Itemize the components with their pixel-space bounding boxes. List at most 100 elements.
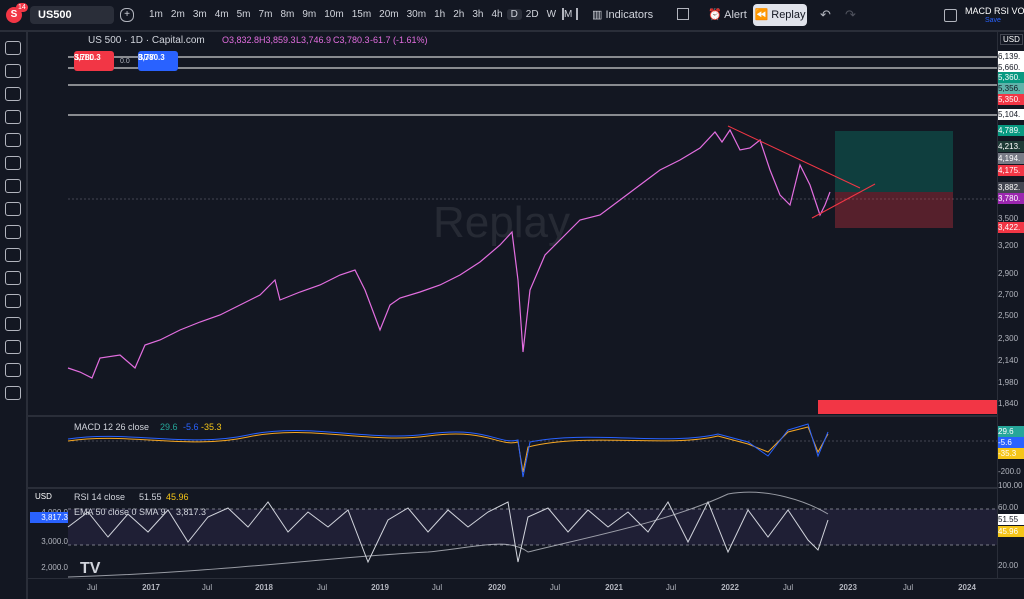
- timeframe[interactable]: W: [546, 9, 557, 20]
- tool-icon[interactable]: [5, 340, 21, 354]
- time-label: Jul: [431, 583, 443, 592]
- tool-icon[interactable]: [5, 225, 21, 239]
- sell-button[interactable]: 3,780.3 SELL: [74, 51, 114, 71]
- rsi-line: [67, 500, 829, 564]
- timeframe[interactable]: 5m: [236, 9, 251, 20]
- price-axis: [997, 32, 1024, 578]
- time-label: Jul: [902, 583, 914, 592]
- axis-label: 3,000.0: [41, 537, 68, 546]
- timeframe[interactable]: 30m: [406, 9, 427, 20]
- axis-label: 45.96: [998, 526, 1024, 537]
- undo-button[interactable]: ↶: [820, 7, 831, 22]
- tool-icon[interactable]: [5, 133, 21, 147]
- replay-button[interactable]: ⏪ Replay: [753, 4, 807, 26]
- macd-hist-value: -35.3: [201, 422, 222, 432]
- axis-label: 4,194.: [998, 153, 1024, 164]
- ema-label: EMA 50 close 0 SMA 9: [74, 507, 166, 517]
- tool-icon[interactable]: [5, 110, 21, 124]
- tool-icon[interactable]: [5, 248, 21, 262]
- time-label: 2021: [605, 583, 623, 592]
- timeframe[interactable]: 1m: [149, 9, 163, 20]
- price-series: [67, 128, 831, 379]
- timeframe[interactable]: 4m: [214, 9, 229, 20]
- legend-title: US 500 · 1D · Capital.com: [88, 35, 205, 46]
- time-label: Jul: [782, 583, 794, 592]
- badge: 14: [16, 3, 28, 12]
- timeframe[interactable]: 4h: [491, 9, 503, 20]
- timeframe[interactable]: M: [564, 9, 573, 20]
- axis-label: 3,422.: [998, 222, 1024, 233]
- legend-high: H3,859.3: [259, 35, 296, 45]
- tool-icon[interactable]: [5, 294, 21, 308]
- symbol-search[interactable]: US500: [30, 6, 114, 24]
- axis-label: 1,980: [998, 378, 1019, 387]
- rsi-band: [68, 509, 997, 545]
- timeframe[interactable]: 15m: [351, 9, 372, 20]
- layout-name[interactable]: MACD RSI VOL: [965, 6, 1024, 16]
- tool-icon[interactable]: [5, 41, 21, 55]
- buy-button[interactable]: 3,780.3 BUY: [138, 51, 178, 71]
- indicators-text: Indicators: [605, 9, 654, 21]
- buy-label: BUY: [138, 53, 155, 62]
- target-zone: [835, 131, 953, 192]
- timeframe[interactable]: 20m: [379, 9, 399, 20]
- timeframe[interactable]: 2m: [170, 9, 185, 20]
- time-label: 2018: [255, 583, 273, 592]
- axis-label: 3,882.: [998, 182, 1024, 193]
- timeframe[interactable]: 3m: [192, 9, 207, 20]
- timeframe[interactable]: D: [506, 9, 522, 20]
- tool-icon[interactable]: [5, 271, 21, 285]
- tool-icon[interactable]: [5, 386, 21, 400]
- macd-signal: [67, 426, 829, 473]
- axis-label: 5,360.: [998, 72, 1024, 83]
- timeframe[interactable]: 8m: [280, 9, 295, 20]
- buy-price: 3,780.3: [138, 53, 165, 62]
- templates-button[interactable]: [677, 8, 689, 20]
- macd-line: [67, 423, 829, 478]
- time-label: Jul: [86, 583, 98, 592]
- rsi-ma-value: 45.96: [166, 492, 189, 502]
- tool-icon[interactable]: [5, 64, 21, 78]
- tool-icon[interactable]: [5, 363, 21, 377]
- events-bar: [818, 400, 997, 414]
- axis-label: 51.55: [998, 514, 1024, 525]
- tool-icon[interactable]: [5, 179, 21, 193]
- tool-icon[interactable]: [5, 87, 21, 101]
- axis-label: 4,175.: [998, 165, 1024, 176]
- timeframe[interactable]: 2D: [525, 9, 539, 20]
- tool-icon[interactable]: [5, 156, 21, 170]
- timeframe[interactable]: 10m: [324, 9, 344, 20]
- timeframes: 1m 2m 3m 4m 5m 7m 8m 9m 10m 15m 20m 30m 1h 2h 3h 4h D 2D W…: [145, 9, 576, 20]
- layout-icon[interactable]: [944, 9, 957, 22]
- timeframe[interactable]: 9m: [302, 9, 317, 20]
- timeframe[interactable]: 3h: [472, 9, 484, 20]
- save-text[interactable]: Save: [985, 17, 1001, 24]
- axis-label: 2,900: [998, 269, 1019, 278]
- indicators-button[interactable]: ▥ Indicators: [592, 9, 654, 21]
- time-label: 2024: [958, 583, 976, 592]
- compare-button[interactable]: +: [120, 8, 134, 22]
- time-label: Jul: [665, 583, 677, 592]
- ema-line: [67, 491, 829, 578]
- redo-button[interactable]: ↷: [845, 7, 856, 22]
- tv-logo: TV: [80, 560, 101, 577]
- alert-button[interactable]: ⏰ Alert: [708, 9, 747, 21]
- top-toolbar: S 14 US500 + 1m 2m 3m 4m 5m 7m 8m 9m 10m 15m 20m 30…: [0, 0, 1024, 32]
- rsi-label: RSI 14 close: [74, 492, 126, 502]
- chart-type-button[interactable]: [562, 8, 578, 20]
- axis-label: 2,700: [998, 290, 1019, 299]
- legend-open: O3,832.8: [222, 35, 260, 45]
- trend-line: [811, 183, 876, 219]
- axis-label: 2,500: [998, 311, 1019, 320]
- tool-icon[interactable]: [5, 202, 21, 216]
- timeframe[interactable]: 7m: [258, 9, 273, 20]
- axis-label: 5,104.: [998, 109, 1024, 120]
- timeframe[interactable]: 1h: [434, 9, 446, 20]
- axis-label: 3,817.3: [30, 512, 68, 523]
- timeframe[interactable]: 2h: [453, 9, 465, 20]
- tool-icon[interactable]: [5, 317, 21, 331]
- axis-label: -200.0: [998, 467, 1021, 476]
- axis-label: 5,660.: [998, 62, 1024, 73]
- chart-canvas: Replay TV: [28, 32, 997, 578]
- axis-label: 60.00: [998, 503, 1019, 512]
